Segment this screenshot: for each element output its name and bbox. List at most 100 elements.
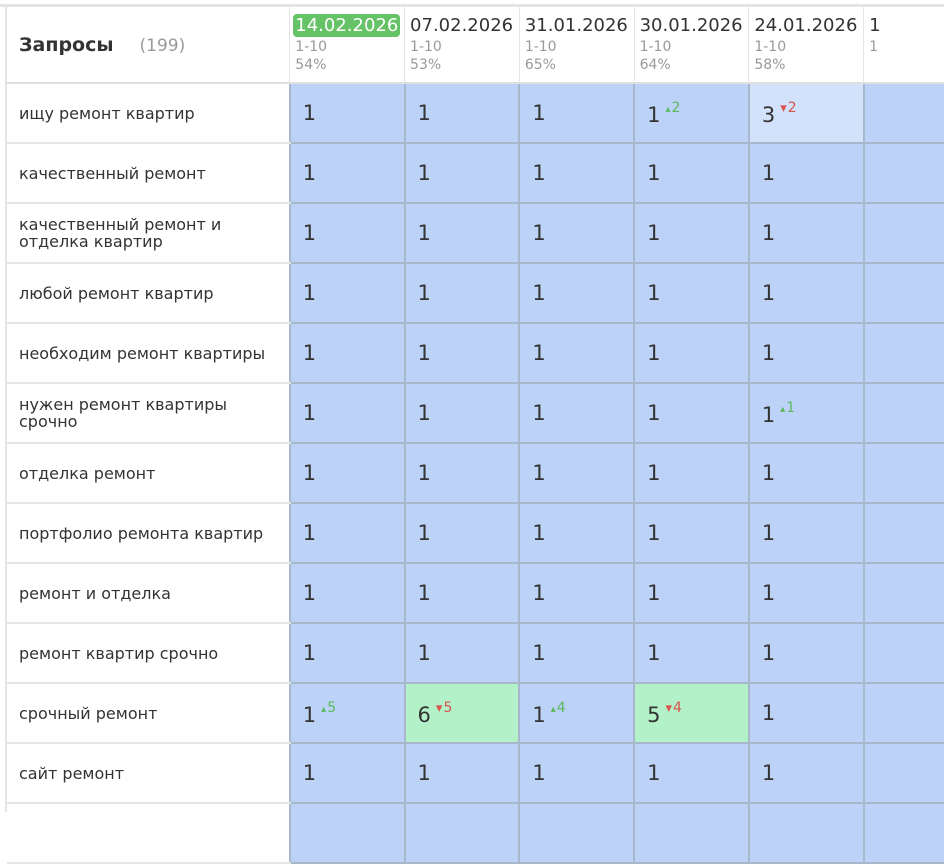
query-cell[interactable]: ремонт и отделка: [7, 563, 290, 624]
position-cell[interactable]: [862, 143, 944, 204]
query-cell[interactable]: [7, 803, 290, 864]
position-cell[interactable]: [862, 83, 944, 144]
position-cell[interactable]: 1: [403, 623, 520, 684]
position-cell[interactable]: 12: [633, 83, 749, 144]
position-cell[interactable]: 1: [518, 203, 635, 264]
query-cell[interactable]: качественный ремонт и отделка квартир: [7, 203, 290, 264]
position-cell[interactable]: 1: [518, 263, 635, 324]
position-cell[interactable]: 54: [633, 683, 749, 744]
position-cell[interactable]: 1: [288, 203, 405, 264]
position-cell[interactable]: 1: [633, 383, 749, 444]
query-cell[interactable]: необходим ремонт квартиры: [7, 323, 290, 384]
position-cell[interactable]: 1: [747, 683, 864, 744]
position-cell[interactable]: 1: [288, 623, 405, 684]
position-cell[interactable]: 1: [403, 203, 520, 264]
date-label[interactable]: 14.02.2026: [293, 14, 401, 37]
position-cell[interactable]: [862, 383, 944, 444]
position-cell[interactable]: 1: [288, 143, 405, 204]
position-cell[interactable]: 1: [288, 83, 405, 144]
position-cell[interactable]: 1: [518, 83, 635, 144]
position-cell[interactable]: 1: [633, 623, 749, 684]
position-cell[interactable]: 1: [288, 443, 405, 504]
position-cell[interactable]: 1: [403, 263, 520, 324]
position-cell[interactable]: 1: [747, 503, 864, 564]
query-cell[interactable]: любой ремонт квартир: [7, 263, 290, 324]
position-cell[interactable]: 11: [747, 383, 864, 444]
position-cell[interactable]: 1: [633, 143, 749, 204]
position-cell[interactable]: 15: [288, 683, 405, 744]
query-cell[interactable]: нужен ремонт квартиры срочно: [7, 383, 290, 444]
position-cell[interactable]: 1: [288, 323, 405, 384]
date-label[interactable]: 1: [869, 15, 881, 36]
date-column-header[interactable]: 24.01.2026 1-10 58%: [748, 7, 864, 84]
date-label[interactable]: 30.01.2026: [639, 15, 743, 36]
position-cell[interactable]: [862, 203, 944, 264]
position-cell[interactable]: 1: [747, 323, 864, 384]
position-cell[interactable]: 14: [518, 683, 635, 744]
position-cell[interactable]: 1: [518, 623, 635, 684]
position-cell[interactable]: 1: [403, 383, 520, 444]
position-cell[interactable]: [288, 803, 405, 864]
position-cell[interactable]: 1: [518, 383, 635, 444]
query-cell[interactable]: отделка ремонт: [7, 443, 290, 504]
position-cell[interactable]: 1: [518, 143, 635, 204]
position-cell[interactable]: 1: [403, 443, 520, 504]
position-cell[interactable]: 1: [633, 743, 749, 804]
position-cell[interactable]: 1: [403, 323, 520, 384]
position-cell[interactable]: 1: [747, 443, 864, 504]
position-cell[interactable]: 1: [633, 323, 749, 384]
position-cell[interactable]: 1: [747, 203, 864, 264]
position-cell[interactable]: 1: [633, 503, 749, 564]
position-cell[interactable]: 1: [403, 143, 520, 204]
position-cell[interactable]: [862, 443, 944, 504]
position-cell[interactable]: 1: [747, 263, 864, 324]
position-cell[interactable]: 32: [747, 83, 864, 144]
date-label[interactable]: 07.02.2026: [410, 15, 514, 36]
position-cell[interactable]: 1: [288, 563, 405, 624]
position-cell[interactable]: [403, 803, 520, 864]
position-cell[interactable]: 1: [403, 563, 520, 624]
date-column-header[interactable]: 14.02.2026 1-10 54%: [289, 7, 405, 84]
query-cell[interactable]: ищу ремонт квартир: [7, 83, 290, 144]
position-cell[interactable]: [862, 803, 944, 864]
query-cell[interactable]: сайт ремонт: [7, 743, 290, 804]
position-cell[interactable]: 1: [747, 623, 864, 684]
position-cell[interactable]: [862, 563, 944, 624]
position-cell[interactable]: 1: [518, 503, 635, 564]
date-label[interactable]: 31.01.2026: [524, 15, 628, 36]
date-column-header[interactable]: 30.01.2026 1-10 64%: [633, 7, 749, 84]
date-column-header[interactable]: 07.02.2026 1-10 53%: [404, 7, 520, 84]
position-cell[interactable]: 1: [288, 503, 405, 564]
position-cell[interactable]: 1: [518, 323, 635, 384]
query-cell[interactable]: срочный ремонт: [7, 683, 290, 744]
position-cell[interactable]: 65: [403, 683, 520, 744]
position-cell[interactable]: [862, 743, 944, 804]
position-cell[interactable]: [862, 263, 944, 324]
position-cell[interactable]: 1: [633, 443, 749, 504]
date-label[interactable]: 24.01.2026: [754, 15, 858, 36]
position-cell[interactable]: 1: [403, 503, 520, 564]
position-cell[interactable]: 1: [747, 743, 864, 804]
position-cell[interactable]: [747, 803, 864, 864]
position-cell[interactable]: 1: [288, 383, 405, 444]
date-column-header[interactable]: 31.01.2026 1-10 65%: [518, 7, 635, 84]
position-cell[interactable]: 1: [518, 563, 635, 624]
position-cell[interactable]: 1: [403, 83, 520, 144]
position-cell[interactable]: 1: [518, 443, 635, 504]
position-cell[interactable]: [862, 623, 944, 684]
position-cell[interactable]: 1: [288, 743, 405, 804]
position-cell[interactable]: 1: [747, 143, 864, 204]
position-cell[interactable]: 1: [518, 743, 635, 804]
position-cell[interactable]: [862, 503, 944, 564]
position-cell[interactable]: 1: [633, 563, 749, 624]
position-cell[interactable]: [633, 803, 749, 864]
query-cell[interactable]: ремонт квартир срочно: [7, 623, 290, 684]
query-cell[interactable]: портфолио ремонта квартир: [7, 503, 290, 564]
position-cell[interactable]: [518, 803, 635, 864]
query-cell[interactable]: качественный ремонт: [7, 143, 290, 204]
position-cell[interactable]: 1: [747, 563, 864, 624]
position-cell[interactable]: 1: [633, 263, 749, 324]
position-cell[interactable]: [862, 683, 944, 744]
position-cell[interactable]: 1: [288, 263, 405, 324]
